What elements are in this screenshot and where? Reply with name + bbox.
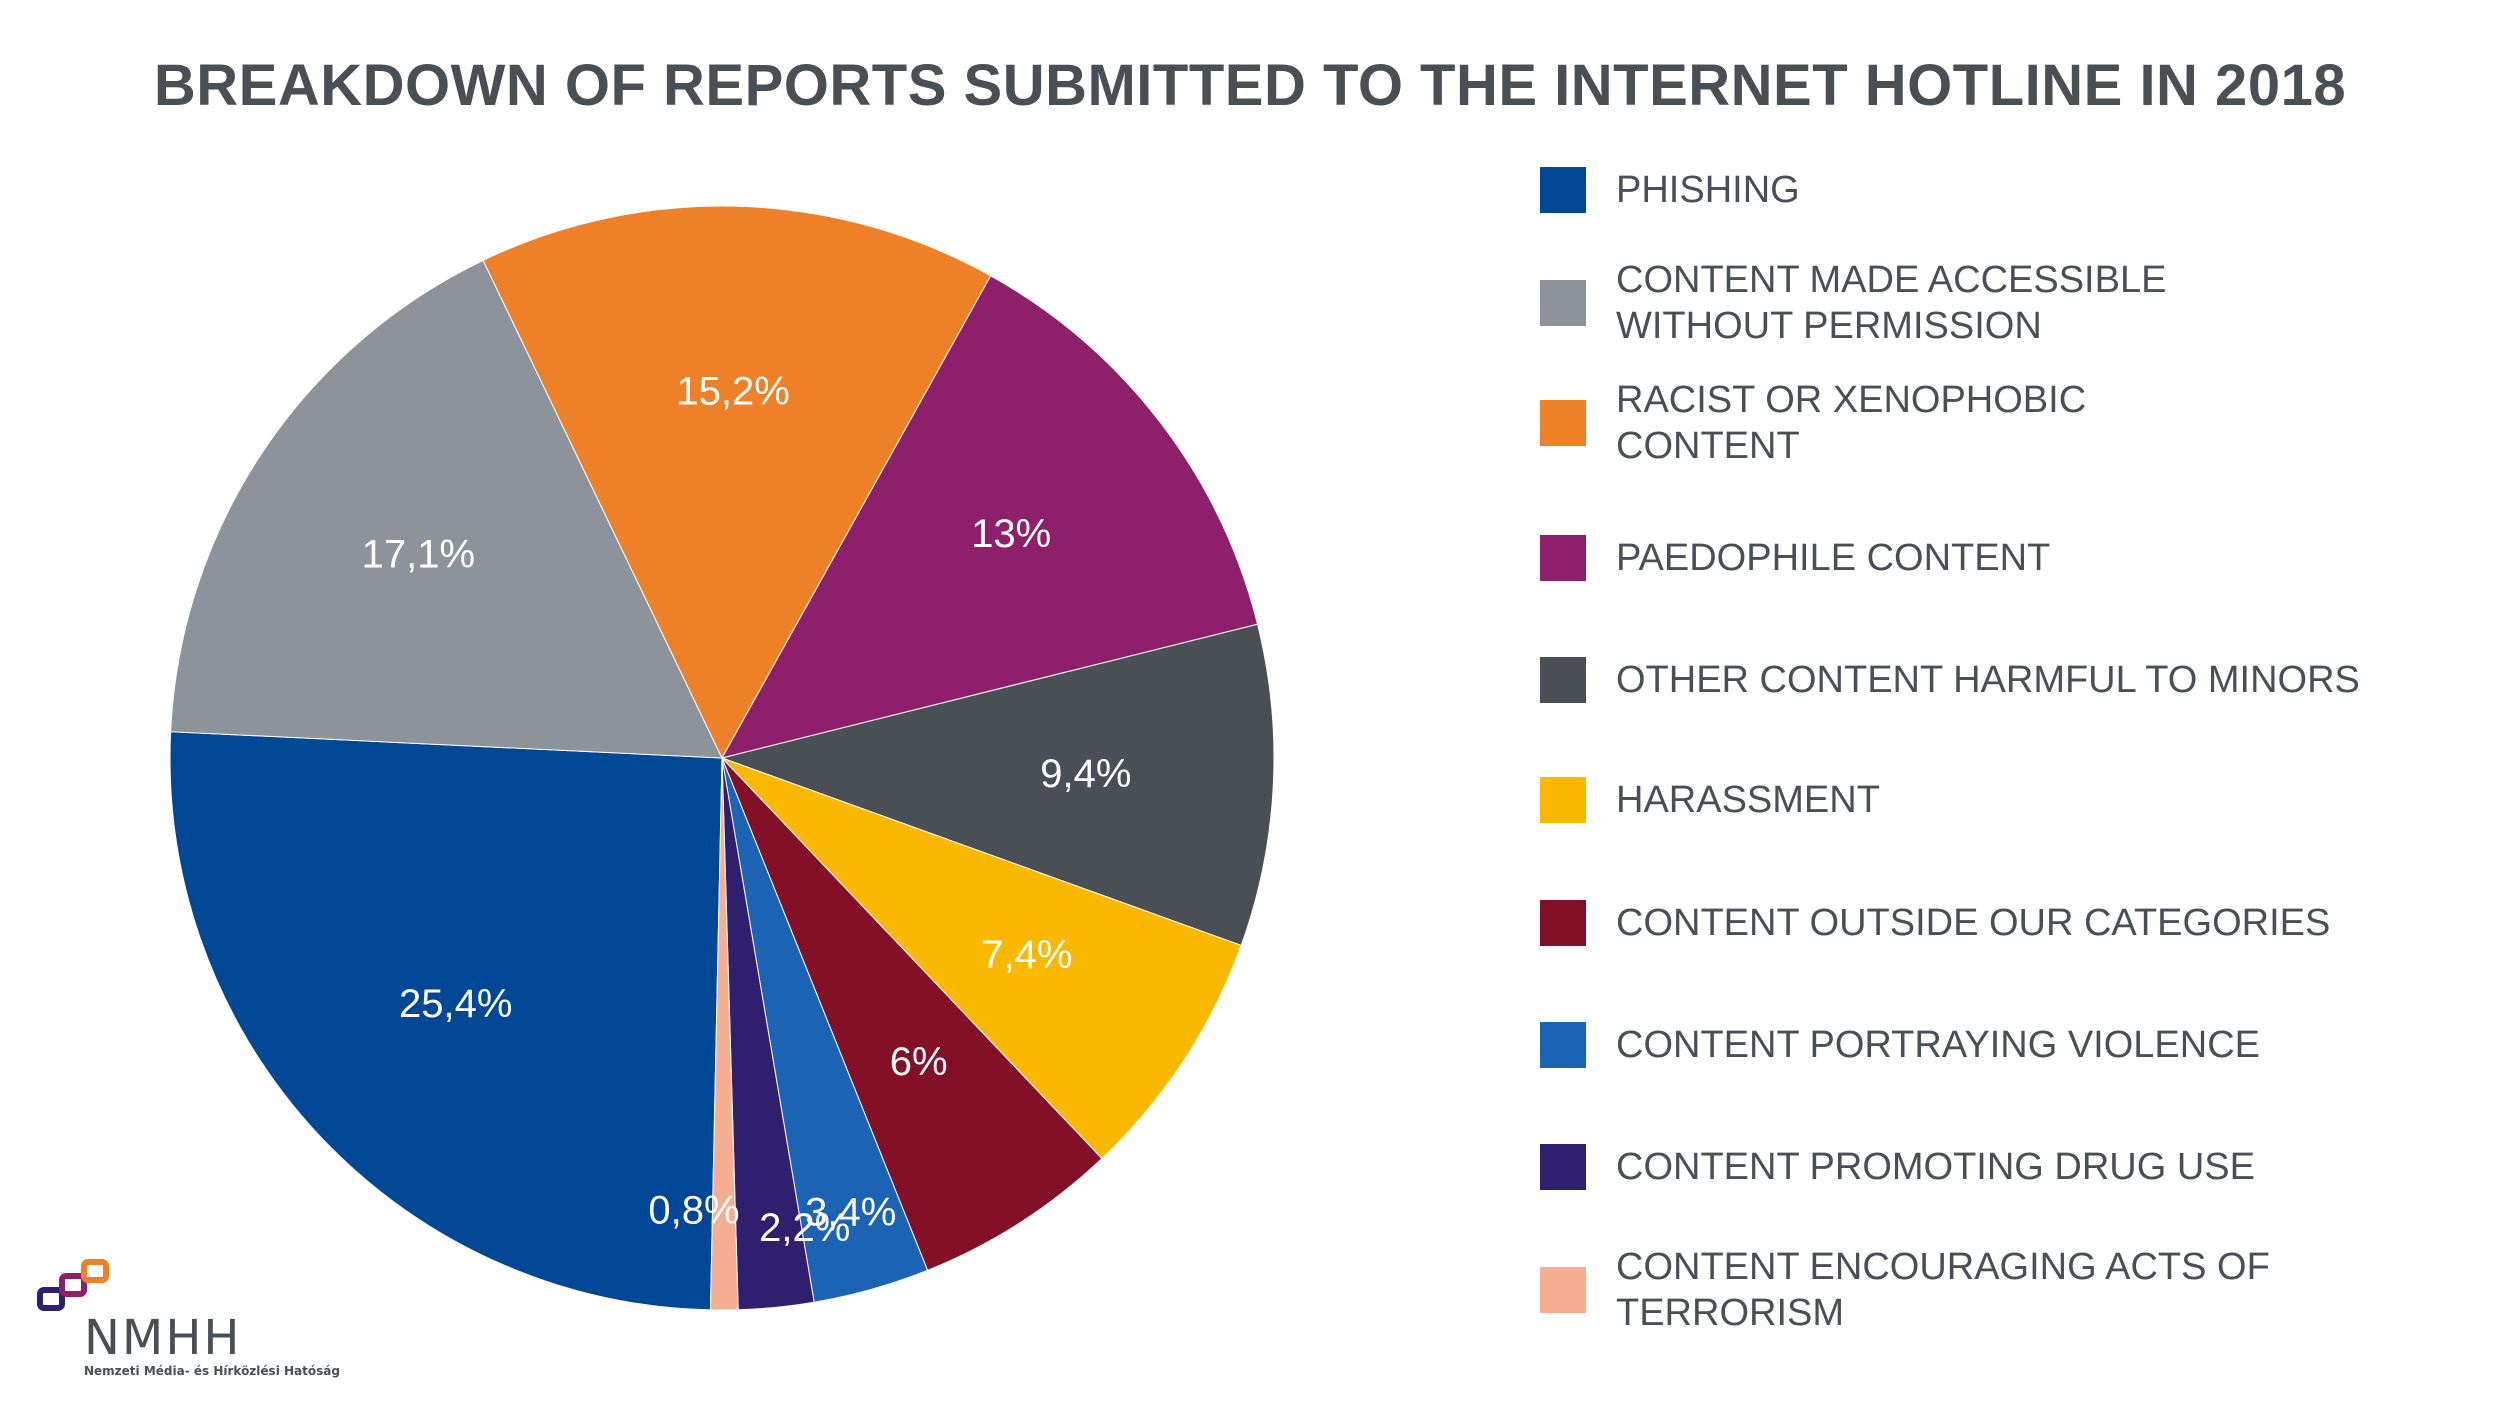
legend-item: HARASSMENT — [1540, 750, 2500, 850]
pie-label-8: 2,2% — [759, 1206, 850, 1250]
legend-item: OTHER CONTENT HARMFUL TO MINORS — [1540, 630, 2500, 730]
chart-title: BREAKDOWN OF REPORTS SUBMITTED TO THE IN… — [153, 53, 2347, 118]
nmhh-logo-mark-icon — [37, 1259, 109, 1311]
legend-label: PAEDOPHILE CONTENT — [1616, 537, 2051, 579]
pie-slice-1 — [170, 259, 723, 759]
pie-label-0: 25,4% — [399, 982, 512, 1026]
legend-swatch — [1540, 400, 1586, 446]
legend-swatch — [1540, 280, 1586, 326]
legend-swatch — [1540, 1144, 1586, 1190]
legend-item: CONTENT ENCOURAGING ACTS OF TERRORISM — [1540, 1240, 2500, 1340]
pie-labels: 25,4% 17,1% 15,2% 13% 9,4% 7,4% 6% 3,4%2,2% 0,8% — [362, 369, 1132, 1250]
legend-label: HARASSMENT — [1616, 779, 1880, 821]
legend-label: CONTENT ENCOURAGING ACTS OF TERRORISM — [1616, 1246, 2270, 1334]
pie-slice-6 — [721, 757, 1103, 1271]
pie-slice-2 — [482, 205, 992, 760]
pie-slice-9 — [709, 757, 739, 1311]
pie-label-9: 0,8% — [648, 1188, 739, 1232]
logo-subtitle: Nemzeti Média- és Hírközlési Hatóság — [84, 1364, 340, 1378]
legend-item: PAEDOPHILE CONTENT — [1540, 508, 2500, 608]
legend-swatch — [1540, 535, 1586, 581]
legend-swatch — [1540, 657, 1586, 703]
pie-label-3: 13% — [971, 512, 1051, 556]
legend-label: CONTENT PROMOTING DRUG USE — [1616, 1146, 2255, 1188]
legend-label: CONTENT MADE ACCESSIBLE WITHOUT PERMISSI… — [1616, 259, 2167, 347]
pie-chart: 25,4% 17,1% 15,2% 13% 9,4% 7,4% 6% 3,4%2,2% 0,8% — [169, 205, 1275, 1311]
legend-swatch — [1540, 900, 1586, 946]
legend-swatch — [1540, 167, 1586, 213]
pie-slice-5 — [721, 757, 1242, 1160]
legend-label: CONTENT PORTRAYING VIOLENCE — [1616, 1024, 2260, 1066]
pie-slice-0 — [169, 731, 723, 1311]
legend-label: PHISHING — [1616, 169, 1800, 211]
legend-label: CONTENT OUTSIDE OUR CATEGORIES — [1616, 902, 2331, 944]
nmhh-logo: NMHH Nemzeti Média- és Hírközlési Hatósá… — [36, 1256, 356, 1386]
pie-label-4: 9,4% — [1040, 752, 1131, 796]
pie-label-6: 6% — [890, 1040, 948, 1084]
pie-label-2: 15,2% — [676, 369, 789, 413]
pie-slice-3 — [721, 275, 1259, 759]
legend-swatch — [1540, 777, 1586, 823]
legend-item: CONTENT OUTSIDE OUR CATEGORIES — [1540, 873, 2500, 973]
legend-item: CONTENT PROMOTING DRUG USE — [1540, 1117, 2500, 1217]
legend-swatch — [1540, 1267, 1586, 1313]
pie-label-5: 7,4% — [981, 933, 1072, 977]
legend-item: PHISHING — [1540, 140, 2500, 240]
legend-item: CONTENT PORTRAYING VIOLENCE — [1540, 995, 2500, 1095]
legend-label: RACIST OR XENOPHOBIC CONTENT — [1616, 379, 2087, 467]
pie-slice-4 — [720, 623, 1275, 947]
pie-label-1: 17,1% — [362, 532, 475, 576]
pie-label-7: 3,4% — [805, 1190, 896, 1234]
pie-slices — [169, 205, 1275, 1311]
legend-item: CONTENT MADE ACCESSIBLE WITHOUT PERMISSI… — [1540, 253, 2500, 353]
logo-wordmark: NMHH — [84, 1310, 242, 1366]
legend-item: RACIST OR XENOPHOBIC CONTENT — [1540, 373, 2500, 473]
legend-swatch — [1540, 1022, 1586, 1068]
legend-label: OTHER CONTENT HARMFUL TO MINORS — [1616, 659, 2360, 701]
